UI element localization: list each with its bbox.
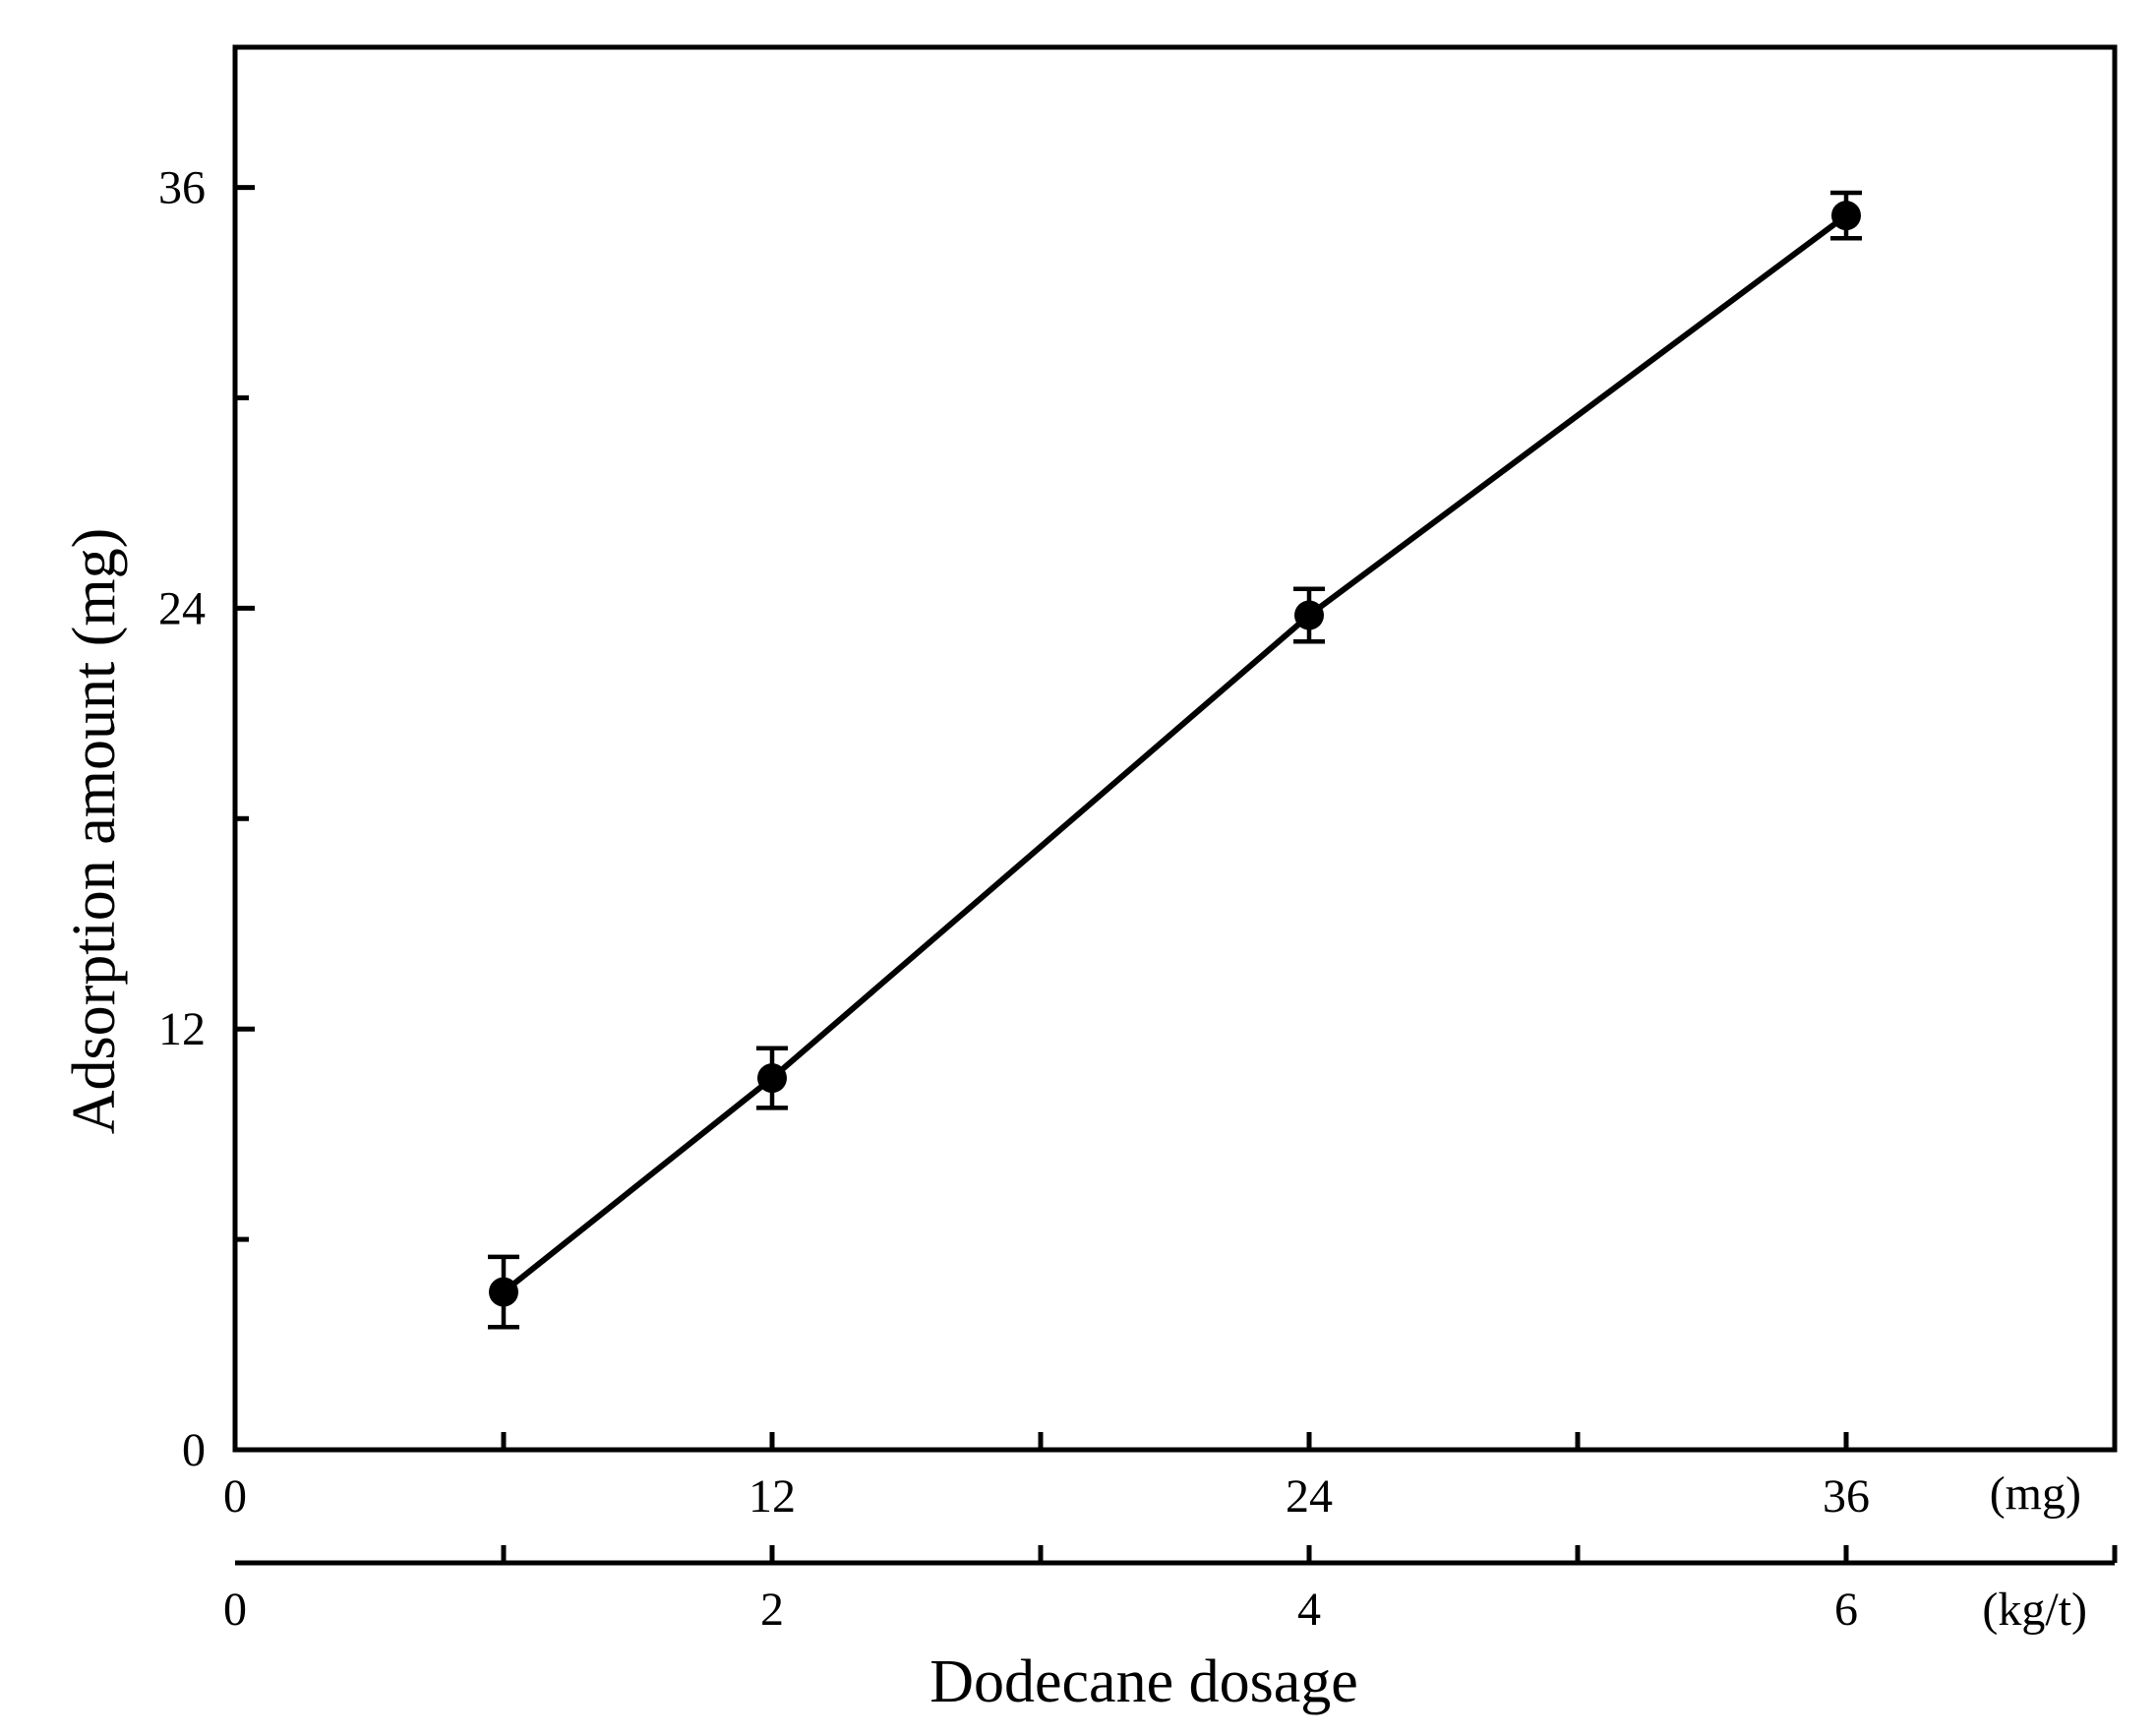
series-group	[488, 190, 1862, 1330]
plot-frame	[232, 44, 2118, 1566]
data-point	[1831, 201, 1861, 231]
x-kgt-tick-label: 4	[1297, 1584, 1321, 1636]
y-tick-label: 24	[158, 582, 206, 634]
data-point	[1294, 600, 1324, 630]
x-mg-tick-label: 0	[223, 1470, 247, 1523]
x-axis-title: Dodecane dosage	[929, 1648, 1358, 1715]
x-axis-kgt-ticks: 0 2 4 6	[223, 1545, 2118, 1636]
x-axis-mg-ticks: 0 12 24 36	[223, 1432, 2118, 1523]
y-axis-title: Adsorption amount (mg)	[61, 528, 128, 1135]
y-tick-label: 12	[158, 1003, 206, 1055]
series-line-segment	[502, 1075, 774, 1294]
x-axis-mg-unit: (mg)	[1990, 1467, 2081, 1520]
x-kgt-tick-label: 2	[760, 1584, 784, 1636]
x-mg-tick-label: 12	[749, 1470, 796, 1523]
series-line-segment	[1307, 212, 1848, 618]
x-mg-tick-label: 36	[1823, 1470, 1870, 1523]
x-axis-kgt-unit: (kg/t)	[1982, 1584, 2087, 1636]
x-kgt-tick-label: 0	[223, 1584, 247, 1636]
series-line-segment	[770, 613, 1311, 1081]
data-point	[757, 1063, 787, 1094]
y-axis-ticks: 0 12 24 36	[158, 162, 255, 1476]
plot-border	[232, 44, 2118, 1453]
x-mg-tick-label: 24	[1286, 1470, 1333, 1523]
y-tick-label: 36	[158, 162, 206, 214]
y-tick-label: 0	[182, 1424, 206, 1476]
data-point	[489, 1277, 518, 1307]
x-kgt-tick-label: 6	[1834, 1584, 1858, 1636]
